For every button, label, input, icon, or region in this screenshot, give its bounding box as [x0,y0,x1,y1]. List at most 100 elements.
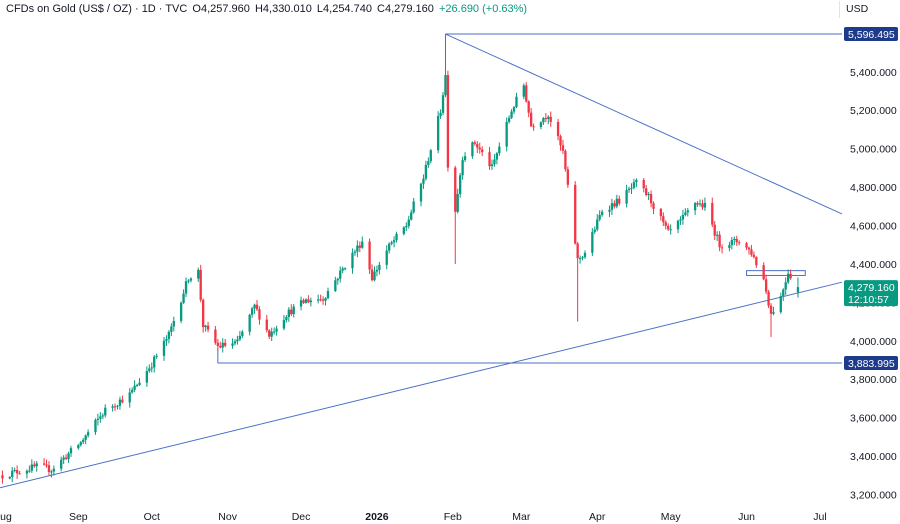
candle-body [635,179,638,183]
candle [199,264,202,303]
candle [738,240,741,246]
time-axis[interactable]: Aug Sep Oct Nov Dec 2026 Feb Mar Apr May Jun Jul [0,506,842,524]
candle-body [784,282,787,290]
candle [233,339,237,346]
candle [79,440,82,447]
candle-body [47,465,51,473]
candle-body [642,179,645,189]
candle-body [336,278,339,281]
candle [131,387,134,394]
instrument-name: CFDs on Gold (US$ / OZ) · 1D · TVC [6,3,188,15]
candle-body [662,216,665,223]
candle [608,205,611,218]
price-axis[interactable]: 3,200.000 3,400.000 3,600.000 3,800.000 4,00… [842,0,900,524]
candle-body [720,247,724,249]
candle-body [681,214,685,220]
candle [559,134,562,151]
candle-body [716,234,719,236]
candle-body [542,118,545,123]
candle-body [613,203,616,207]
candle-body [69,448,73,454]
candle-body [667,225,670,230]
candle-body [476,143,479,148]
candle-body [248,314,251,332]
candle [248,313,251,336]
candle-body [172,320,175,327]
candle-body [302,300,305,303]
candle-body [549,116,552,122]
candle [351,248,354,274]
candle-body [219,346,222,348]
candle [189,277,193,283]
candle-body [392,240,396,243]
candle-body [86,432,90,436]
candle [69,445,73,458]
candle-body [373,271,376,281]
candle [33,461,36,468]
x-tick-label: 2026 [365,511,389,523]
candle [179,301,183,324]
candle-body [317,299,320,301]
candle [317,294,320,304]
candle [471,141,474,159]
candle-body [189,278,193,281]
candle [162,336,166,361]
candle [47,461,51,476]
candle [711,197,714,228]
candle-body [96,418,100,420]
candle-body [581,257,584,259]
candle-body [113,406,117,408]
candle-body [764,279,768,292]
candle [361,236,364,249]
candle [94,418,97,435]
candle-body [632,182,636,188]
candle [686,207,689,217]
candle-body [769,305,773,314]
candle-body [390,242,393,244]
candle-body [33,464,36,467]
candle [424,160,428,181]
candle-body [439,112,442,117]
candle [42,458,46,466]
candle-body [201,299,205,328]
candle-body [703,202,707,208]
candle-body [67,453,70,459]
x-tick-label: Aug [0,511,12,523]
symbol-legend: CFDs on Gold (US$ / OZ) · 1D · TVC O4,25… [6,3,529,15]
candle-body [118,399,122,406]
currency-label[interactable]: USD [839,1,892,18]
candle-body [351,252,354,269]
candle-body [52,468,56,472]
candle [532,123,535,131]
candle [236,335,239,345]
candle-body [574,184,577,244]
candle-body [544,118,547,120]
trendline [0,281,843,489]
candle-body [441,95,445,113]
candle [153,354,156,373]
candle-body [713,224,716,236]
x-tick-label: Apr [589,511,606,523]
candle-body [84,435,87,440]
y-tick-label: 5,200.000 [850,105,897,117]
candle-body [779,296,782,313]
candle [422,174,425,189]
candle-body [728,245,731,249]
candle-body [733,238,736,241]
candle [498,142,501,156]
candle [618,195,621,206]
candle [539,121,543,130]
candle [101,413,104,420]
candle [676,219,680,234]
candle [86,429,90,438]
trendline [445,33,843,215]
candle [402,226,406,236]
candle [642,178,645,193]
candle-body [162,340,166,356]
candle-body [676,220,680,230]
candle-body [282,320,286,329]
candle-body [326,290,330,299]
